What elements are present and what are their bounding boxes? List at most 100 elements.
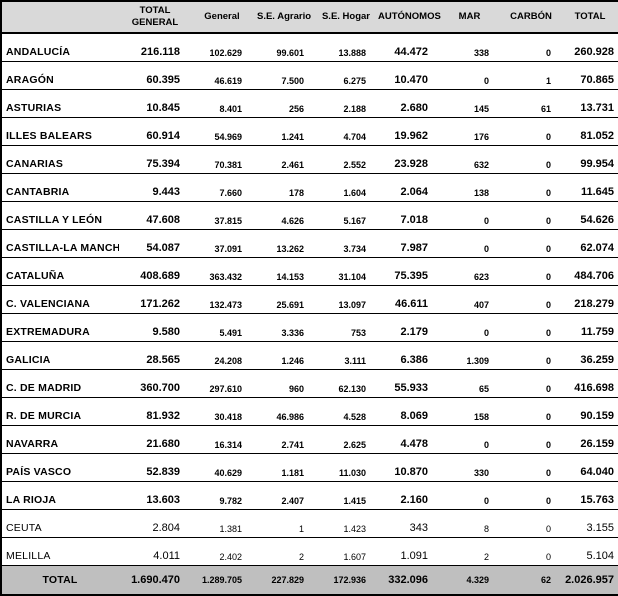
- table-row: PAÍS VASCO 52.839 40.629 1.181 11.030 10.870 3…: [1, 453, 618, 482]
- se_agrario-cell: 4.626: [253, 201, 315, 230]
- mar-cell: 407: [439, 285, 500, 314]
- se_hogar-cell: 6.275: [315, 61, 377, 90]
- total_general-cell: 47.608: [119, 201, 191, 230]
- total_general-cell: 81.932: [119, 397, 191, 426]
- autonomos-cell: 46.611: [377, 285, 439, 314]
- table-row: MELILLA 4.011 2.402 2 1.607 1.091 2 0 5.104: [1, 537, 618, 566]
- total-total-general-cell: 1.690.470: [119, 565, 191, 595]
- region-cell: CANARIAS: [1, 145, 119, 174]
- autonomos-cell: 343: [377, 509, 439, 538]
- se_agrario-cell: 25.691: [253, 285, 315, 314]
- se_agrario-cell: 2: [253, 537, 315, 566]
- total-cell: 99.954: [562, 145, 618, 174]
- autonomos-cell: 75.395: [377, 257, 439, 286]
- se_hogar-cell: 13.888: [315, 33, 377, 62]
- total_general-cell: 60.914: [119, 117, 191, 146]
- header-autonomos: AUTÓNOMOS: [377, 1, 441, 34]
- total-cell: 13.731: [562, 89, 618, 118]
- region-cell: LA RIOJA: [1, 481, 119, 510]
- se_hogar-cell: 3.111: [315, 341, 377, 370]
- region-cell: EXTREMADURA: [1, 313, 119, 342]
- carbon-cell: 0: [500, 453, 562, 482]
- autonomos-cell: 19.962: [377, 117, 439, 146]
- se_agrario-cell: 178: [253, 173, 315, 202]
- se_agrario-cell: 1.241: [253, 117, 315, 146]
- carbon-cell: 0: [500, 285, 562, 314]
- total-row-label: TOTAL: [1, 565, 119, 595]
- carbon-cell: 0: [500, 369, 562, 398]
- total-cell: 62.074: [562, 229, 618, 258]
- general-cell: 297.610: [191, 369, 253, 398]
- region-cell: C. DE MADRID: [1, 369, 119, 398]
- se_hogar-cell: 62.130: [315, 369, 377, 398]
- general-cell: 5.491: [191, 313, 253, 342]
- se_hogar-cell: 3.734: [315, 229, 377, 258]
- carbon-cell: 0: [500, 425, 562, 454]
- total-cell: 484.706: [562, 257, 618, 286]
- se_agrario-cell: 2.461: [253, 145, 315, 174]
- total-se-hogar-cell: 172.936: [315, 565, 377, 595]
- header-region: [1, 1, 119, 34]
- carbon-cell: 0: [500, 33, 562, 62]
- se_agrario-cell: 3.336: [253, 313, 315, 342]
- se_agrario-cell: 46.986: [253, 397, 315, 426]
- table-row: CATALUÑA 408.689 363.432 14.153 31.104 75.395…: [1, 257, 618, 286]
- table-row: ASTURIAS 10.845 8.401 256 2.188 2.680 145 61 13.…: [1, 89, 618, 118]
- total-cell: 36.259: [562, 341, 618, 370]
- total_general-cell: 171.262: [119, 285, 191, 314]
- table-row: C. VALENCIANA 171.262 132.473 25.691 13.097 4…: [1, 285, 618, 314]
- region-cell: ARAGÓN: [1, 61, 119, 90]
- general-cell: 9.782: [191, 481, 253, 510]
- total_general-cell: 2.804: [119, 509, 191, 538]
- table-row: ANDALUCÍA 216.118 102.629 99.601 13.888 44.47…: [1, 33, 618, 62]
- autonomos-cell: 55.933: [377, 369, 439, 398]
- carbon-cell: 0: [500, 117, 562, 146]
- general-cell: 2.402: [191, 537, 253, 566]
- total-cell: 81.052: [562, 117, 618, 146]
- total_general-cell: 75.394: [119, 145, 191, 174]
- mar-cell: 176: [439, 117, 500, 146]
- region-cell: CANTABRIA: [1, 173, 119, 202]
- total-cell: 416.698: [562, 369, 618, 398]
- se_agrario-cell: 1.181: [253, 453, 315, 482]
- region-cell: C. VALENCIANA: [1, 285, 119, 314]
- table-row: C. DE MADRID 360.700 297.610 960 62.130 55.93…: [1, 369, 618, 398]
- region-cell: MELILLA: [1, 537, 119, 566]
- mar-cell: 0: [439, 313, 500, 342]
- total_general-cell: 28.565: [119, 341, 191, 370]
- total-cell: 218.279: [562, 285, 618, 314]
- header-carbon: CARBÓN: [500, 1, 562, 34]
- total-cell: 11.759: [562, 313, 618, 342]
- region-cell: CASTILLA Y LEÓN: [1, 201, 119, 230]
- total_general-cell: 9.443: [119, 173, 191, 202]
- mar-cell: 0: [439, 61, 500, 90]
- se_agrario-cell: 99.601: [253, 33, 315, 62]
- mar-cell: 2: [439, 537, 500, 566]
- total-cell: 90.159: [562, 397, 618, 426]
- region-cell: ILLES BALEARS: [1, 117, 119, 146]
- carbon-cell: 61: [500, 89, 562, 118]
- total-row: TOTAL 1.690.470 1.289.705 227.829 172.93…: [1, 565, 618, 595]
- total-general-cell: 1.289.705: [191, 565, 253, 595]
- autonomos-cell: 2.179: [377, 313, 439, 342]
- se_hogar-cell: 1.415: [315, 481, 377, 510]
- general-cell: 7.660: [191, 173, 253, 202]
- se_hogar-cell: 1.607: [315, 537, 377, 566]
- autonomos-cell: 7.987: [377, 229, 439, 258]
- header-mar: MAR: [439, 1, 500, 34]
- se_hogar-cell: 31.104: [315, 257, 377, 286]
- total-cell: 64.040: [562, 453, 618, 482]
- autonomos-cell: 4.478: [377, 425, 439, 454]
- region-cell: CASTILLA-LA MANCHA: [1, 229, 119, 258]
- region-cell: R. DE MURCIA: [1, 397, 119, 426]
- total_general-cell: 216.118: [119, 33, 191, 62]
- general-cell: 16.314: [191, 425, 253, 454]
- header-general: General: [191, 1, 253, 34]
- table-footer: TOTAL 1.690.470 1.289.705 227.829 172.93…: [1, 565, 618, 595]
- mar-cell: 158: [439, 397, 500, 426]
- table-row: ARAGÓN 60.395 46.619 7.500 6.275 10.470 0 1 70.8…: [1, 61, 618, 90]
- total-cell: 54.626: [562, 201, 618, 230]
- region-cell: PAÍS VASCO: [1, 453, 119, 482]
- region-cell: ANDALUCÍA: [1, 33, 119, 62]
